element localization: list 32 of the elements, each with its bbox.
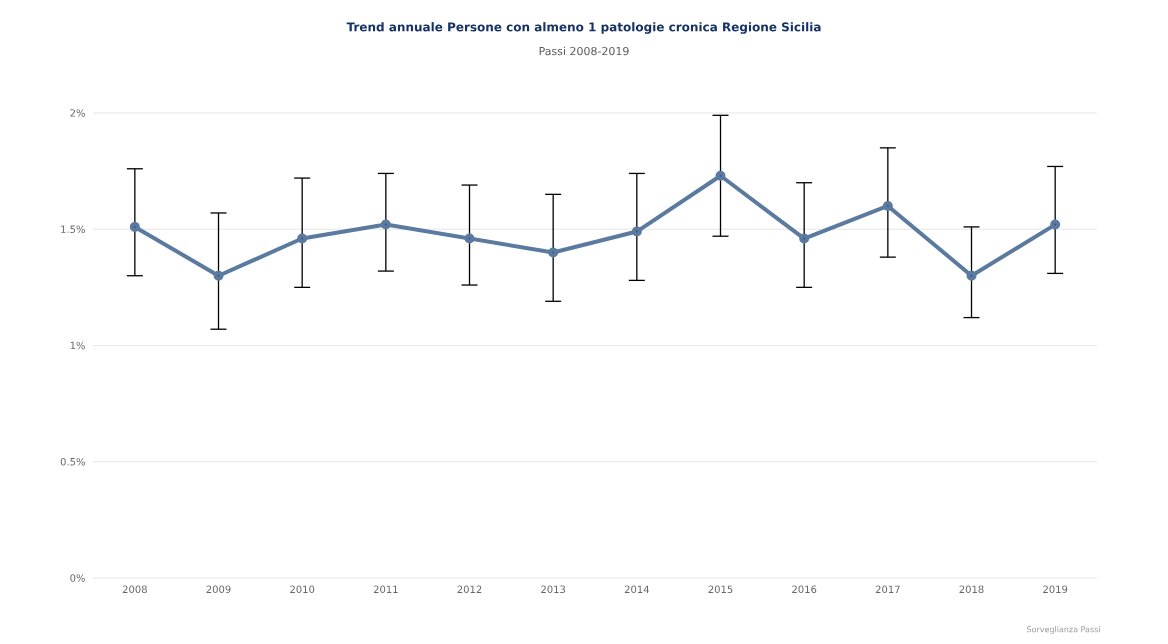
point [715, 170, 726, 181]
x-tick-label: 2014 [624, 585, 649, 594]
x-tick-label: 2012 [457, 585, 482, 594]
point [464, 233, 475, 244]
x-tick-label: 2018 [959, 585, 984, 594]
point [380, 219, 391, 230]
x-tick-label: 2009 [206, 585, 231, 594]
chart-subtitle: Passi 2008-2019 [539, 46, 629, 56]
x-tick-label: 2017 [875, 585, 900, 594]
x-tick-label: 2013 [541, 585, 566, 594]
point [1050, 219, 1061, 230]
point [297, 233, 308, 244]
x-tick-label: 2008 [122, 585, 147, 594]
point [631, 226, 642, 237]
chart-title: Trend annuale Persone con almeno 1 patologie cronica Regione Sicilia [346, 22, 821, 34]
point [213, 270, 224, 281]
point [966, 270, 977, 281]
x-tick-label: 2016 [792, 585, 817, 594]
y-tick-label: 1.5% [61, 225, 85, 234]
point [548, 247, 559, 258]
x-tick-label: 2010 [290, 585, 315, 594]
x-tick-label: 2015 [708, 585, 733, 594]
x-tick-label: 2019 [1043, 585, 1068, 594]
point [799, 233, 810, 244]
y-tick-label: 2% [70, 109, 85, 117]
y-tick-label: 0% [70, 574, 85, 582]
y-tick-label: 0.5% [60, 457, 85, 466]
point [882, 200, 893, 211]
x-tick-label: 2011 [373, 585, 398, 594]
y-tick-label: 1% [70, 341, 85, 350]
point [129, 221, 140, 232]
text: Sorveglianza Passi [1027, 626, 1100, 634]
